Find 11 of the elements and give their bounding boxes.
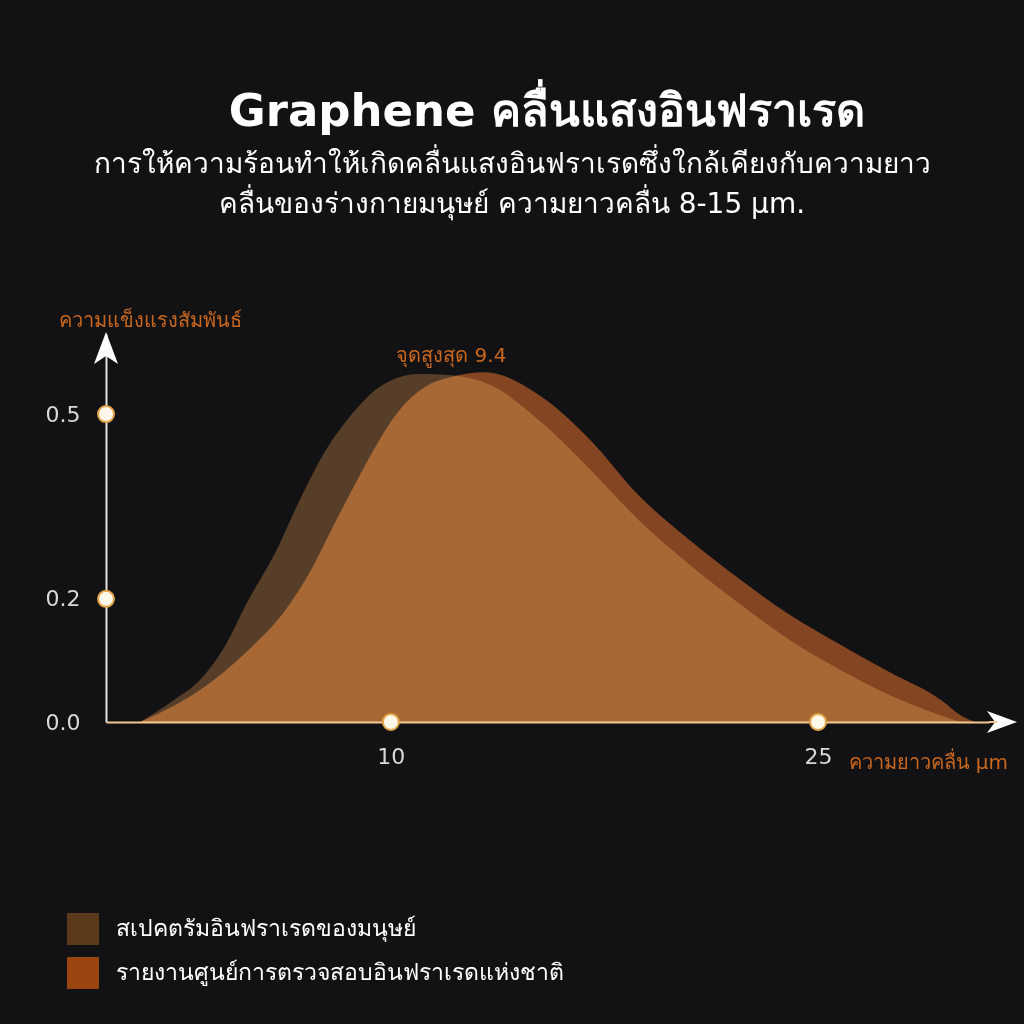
- y-axis-title: ความแข็งแรงสัมพันธ์: [58, 306, 242, 332]
- y-tick-label: 0.0: [45, 709, 81, 735]
- x-tick-label: 10: [377, 743, 406, 769]
- y-tick-label: 0.5: [45, 401, 81, 427]
- annotation: จุดสูงสุด 9.4: [396, 343, 507, 369]
- chart-subtitle: การให้ความร้อนทำให้เกิดคลื่นแสงอินฟราเรดซึ่งใกล้เคียงกับความยาว คลื่นของร่างกายมนุษย์ ความยาวคลื่น 8-15 µm.: [93, 144, 931, 223]
- x-tick-label: 25: [804, 743, 833, 769]
- x-axis-title: ความยาวคลื่น µm: [848, 747, 1009, 774]
- legend-label: รายงานศูนย์การตรวจสอบอินฟราเรดแห่งชาติ: [116, 959, 564, 986]
- legend-label: สเปคตรัมอินฟราเรดของมนุษย์: [116, 915, 416, 942]
- y-tick-label: 0.2: [45, 586, 81, 612]
